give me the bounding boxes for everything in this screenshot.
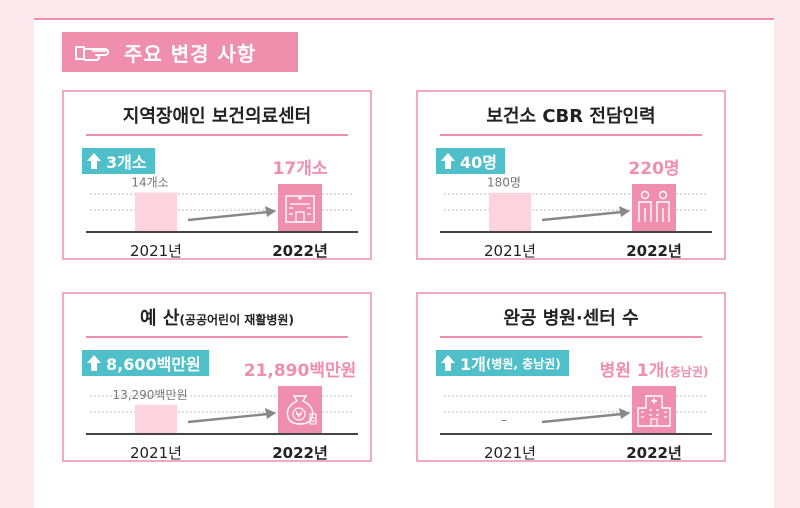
hospital-building-icon — [285, 195, 315, 223]
trend-arrow — [541, 412, 623, 424]
title-rule — [86, 134, 348, 136]
up-arrow-icon — [441, 153, 455, 169]
trend-arrow — [187, 210, 269, 222]
pointing-hand-icon — [75, 46, 109, 61]
chart-card-3: 예 산(공공어린이 재활병원) 8,600백만원 13,290백만원 21,890… — [62, 292, 372, 462]
value-label-2022: 220명 — [628, 159, 679, 179]
trend-arrow-head — [265, 206, 276, 217]
title-rule — [86, 336, 348, 338]
up-arrow-icon — [441, 355, 455, 371]
chart-svg: 14개소 17개소 — [86, 159, 358, 233]
trend-arrow — [187, 412, 269, 424]
bar-2021 — [135, 404, 177, 434]
chart-card-4: 완공 병원·센터 수 1개 (병원, 충남권) – 병원 1개(충남권) 2021년… — [416, 292, 726, 462]
value-label-2021: 14개소 — [131, 175, 168, 189]
trend-arrow-head — [619, 206, 630, 217]
x-tick-label: 2021년 — [130, 444, 182, 462]
bar-2021 — [135, 192, 177, 232]
trend-arrow — [541, 210, 623, 222]
up-arrow-icon — [87, 153, 101, 169]
up-arrow-icon — [87, 355, 101, 371]
money-bag-icon — [286, 395, 317, 425]
chart-card-1: 지역장애인 보건의료센터 3개소 14개소 17개소 2021년 2022년 — [62, 90, 372, 260]
increase-badge: 1개 (병원, 충남권) — [436, 350, 569, 376]
trend-arrow-head — [619, 408, 630, 419]
card-title: 완공 병원·센터 수 — [503, 308, 639, 329]
trend-arrow-head — [265, 408, 276, 419]
x-tick-label: 2022년 — [272, 242, 328, 260]
value-label-2022-sub: (충남권) — [664, 364, 708, 379]
value-label-2021: – — [501, 413, 507, 427]
card-title: 지역장애인 보건의료센터 — [122, 106, 312, 127]
hospital-icon — [637, 395, 671, 427]
title-rule — [440, 134, 702, 136]
section-title: 주요 변경 사항 — [124, 41, 257, 66]
increase-badge: 8,600백만원 — [82, 350, 209, 376]
x-tick-label: 2021년 — [484, 444, 536, 462]
value-label-2021: 180명 — [487, 176, 521, 190]
x-tick-label: 2022년 — [626, 444, 682, 462]
chart-svg: 180명 220명 — [440, 159, 712, 233]
value-label-2022: 17개소 — [273, 159, 328, 179]
section-header: 주요 변경 사항 — [62, 32, 298, 72]
bar-2021 — [489, 192, 531, 232]
chart-svg: 13,290백만원 21,890백만원 — [86, 361, 358, 435]
card-title: 예 산(공공어린이 재활병원) — [140, 308, 294, 329]
sheet: 주요 변경 사항 지역장애인 보건의료센터 3개소 14개소 17개소 2021년… — [34, 18, 774, 508]
increase-badge: 3개소 — [82, 148, 155, 174]
title-rule — [440, 336, 702, 338]
chart-card-2: 보건소 CBR 전담인력 40명 180명 220명 2021년 2022년 — [416, 90, 726, 260]
x-tick-label: 2021년 — [130, 242, 182, 260]
chart-svg: – 병원 1개(충남권) — [440, 361, 712, 435]
bar-2022 — [278, 184, 322, 232]
card-title: 보건소 CBR 전담인력 — [486, 106, 656, 127]
bar-2022 — [278, 386, 322, 434]
x-tick-label: 2022년 — [626, 242, 682, 260]
value-label-2022: 병원 1개(충남권) — [600, 361, 709, 381]
x-tick-label: 2021년 — [484, 242, 536, 260]
people-icon — [638, 190, 670, 222]
x-tick-label: 2022년 — [272, 444, 328, 462]
value-label-2021: 13,290백만원 — [112, 388, 187, 402]
value-label-2022: 21,890백만원 — [244, 361, 357, 381]
increase-badge: 40명 — [436, 148, 505, 174]
